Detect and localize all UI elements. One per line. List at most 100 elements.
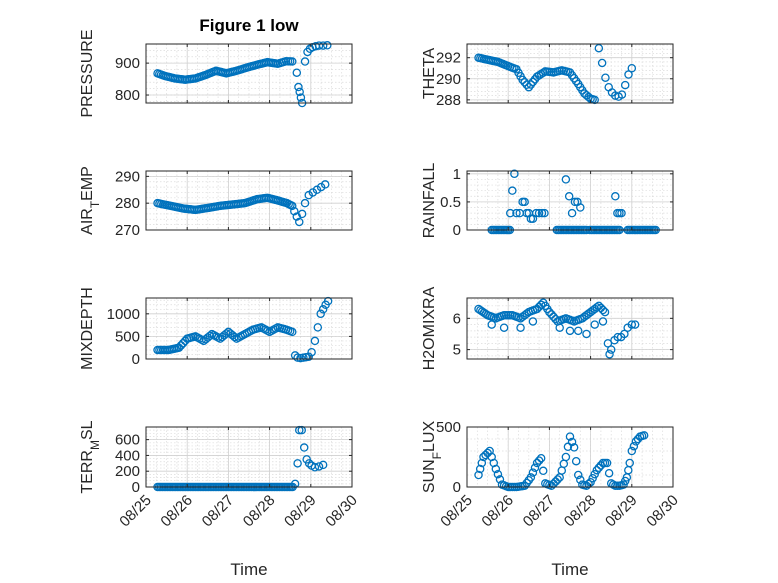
data-point xyxy=(536,300,546,310)
subplot-4: 00.51 xyxy=(440,166,674,239)
data-point xyxy=(639,431,649,440)
data-point xyxy=(532,458,542,468)
data-points xyxy=(474,298,640,359)
data-point xyxy=(631,437,641,446)
data-point xyxy=(222,329,231,338)
axes-box xyxy=(145,43,353,104)
y-axis-label-text: TERRMSL xyxy=(79,420,102,493)
data-point xyxy=(598,317,608,326)
data-point xyxy=(561,452,571,462)
data-point xyxy=(624,70,633,79)
data-point xyxy=(564,192,574,201)
data-point xyxy=(294,82,303,92)
data-point xyxy=(491,464,501,474)
x-tick-label: 08/27 xyxy=(199,492,238,531)
data-point xyxy=(288,57,297,66)
x-tick-label: 08/29 xyxy=(281,492,320,531)
data-point xyxy=(299,443,309,452)
data-point xyxy=(567,208,577,218)
y-tick-label: 1 xyxy=(453,166,461,183)
data-point xyxy=(540,208,549,218)
data-point xyxy=(295,87,304,97)
data-point xyxy=(573,326,583,336)
y-tick-label: 5 xyxy=(453,342,461,359)
data-point xyxy=(536,453,546,463)
data-point xyxy=(601,73,610,82)
y-tick-label: 800 xyxy=(115,87,140,104)
data-point xyxy=(292,68,302,77)
data-point xyxy=(630,320,640,329)
y-tick-label: 270 xyxy=(115,222,140,239)
data-point xyxy=(606,345,616,354)
y-tick-label: 288 xyxy=(436,92,461,109)
data-point xyxy=(570,197,580,207)
x-axis-label: Time xyxy=(230,560,267,579)
data-point xyxy=(627,320,637,329)
data-point xyxy=(510,169,519,179)
data-point xyxy=(531,208,541,218)
subplot-1: 800 900 Figure 1 low xyxy=(115,16,353,108)
data-point xyxy=(293,459,302,468)
data-point xyxy=(549,312,558,322)
y-tick-label: 0 xyxy=(453,479,461,496)
data-point xyxy=(477,458,487,468)
data-points xyxy=(474,43,637,105)
data-point xyxy=(493,469,503,479)
data-point xyxy=(537,208,547,218)
data-point xyxy=(563,442,573,452)
data-point xyxy=(534,456,544,465)
y-axis-label: SUNFLUX xyxy=(421,421,444,494)
x-tick-label: 08/25 xyxy=(437,492,476,531)
data-point xyxy=(296,353,305,363)
data-point xyxy=(604,468,614,478)
data-point xyxy=(530,463,540,473)
y-axis-label: RAINFALL xyxy=(421,163,438,239)
y-axis-label: MIXDEPTH xyxy=(79,287,96,370)
data-point xyxy=(314,462,324,471)
subplot-6: 56 xyxy=(453,297,674,360)
y-axis-label: AIRTEMP xyxy=(79,166,102,235)
y-axis-label: THETA xyxy=(421,48,438,100)
data-point xyxy=(310,463,320,472)
data-point xyxy=(230,332,239,342)
axes-box xyxy=(466,297,674,360)
figure-title: Figure 1 low xyxy=(199,16,299,35)
x-tick-label: 08/30 xyxy=(643,492,682,531)
x-tick-label: 08/25 xyxy=(116,492,155,531)
data-point xyxy=(301,352,311,362)
y-axis-label-text: H2OMIXRA xyxy=(421,286,438,370)
data-point xyxy=(590,469,599,479)
data-point xyxy=(320,180,330,189)
data-point xyxy=(625,458,634,468)
subplot-3: 270 280 290 xyxy=(115,168,353,239)
data-points xyxy=(153,41,332,108)
y-axis-label: PRESSURE xyxy=(79,29,96,117)
y-tick-label: 280 xyxy=(115,195,140,212)
data-point xyxy=(520,197,529,207)
data-point xyxy=(293,353,302,362)
data-point xyxy=(487,320,496,329)
y-tick-label: 290 xyxy=(115,168,140,185)
y-tick-label: 0 xyxy=(132,351,140,368)
y-tick-label: 600 xyxy=(115,432,140,449)
data-point xyxy=(565,432,575,441)
axes-box xyxy=(466,43,674,104)
data-point xyxy=(565,326,575,336)
data-point xyxy=(600,307,610,317)
data-point xyxy=(629,441,639,451)
y-tick-label: 500 xyxy=(436,419,461,436)
data-point xyxy=(553,475,562,484)
y-axis-label-text: PRESSURE xyxy=(79,29,96,117)
axes-box xyxy=(466,170,674,231)
data-point xyxy=(495,475,505,484)
data-point xyxy=(584,479,593,489)
data-point xyxy=(516,323,525,332)
y-tick-label: 400 xyxy=(115,447,140,464)
x-tick-label: 08/26 xyxy=(478,492,517,531)
data-point xyxy=(288,327,297,337)
data-point xyxy=(310,336,320,346)
y-axis-label: H2OMIXRA xyxy=(421,286,438,370)
axes-box xyxy=(466,426,674,488)
axes-box xyxy=(145,297,353,360)
